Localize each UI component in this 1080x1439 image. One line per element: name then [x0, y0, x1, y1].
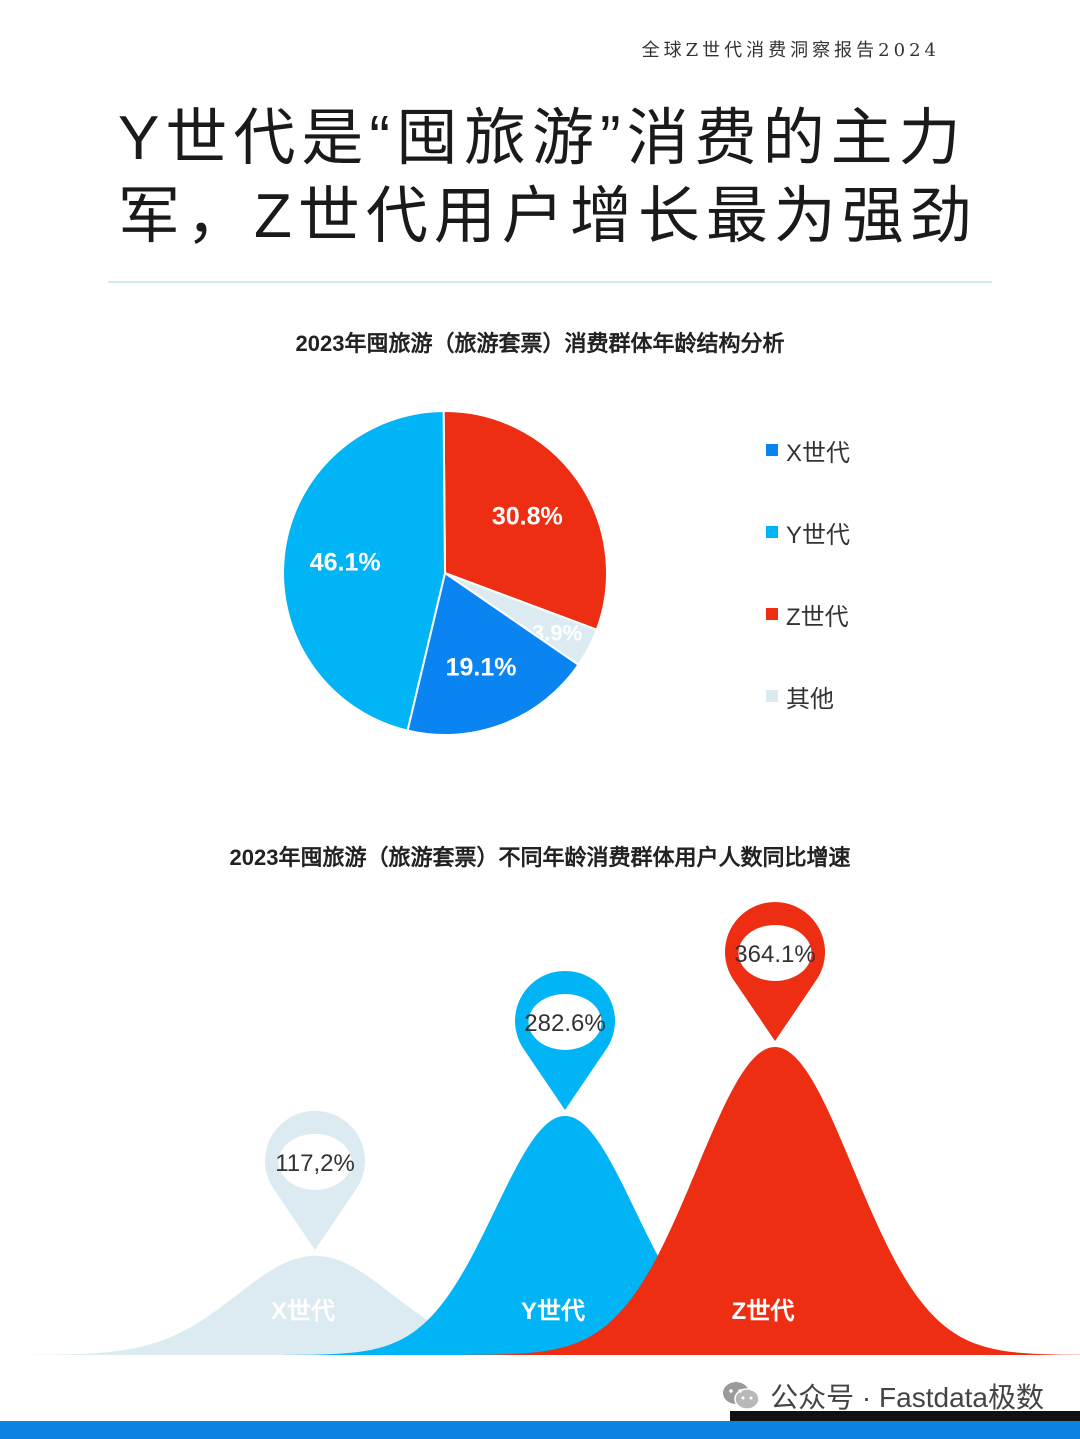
wechat-icon [723, 1382, 760, 1410]
headline: Y世代是“囤旅游”消费的主力 军，Z世代用户增长最为强劲 [118, 100, 1018, 256]
pin-marker-z-gen: 364.1% [725, 902, 825, 1041]
pin-marker-y-gen: 282.6% [515, 970, 615, 1110]
legend-item-z-gen: Z世代 [766, 594, 850, 634]
pie-label-y-gen: 46.1% [310, 549, 381, 577]
value-label-y-gen: 282.6% [524, 1010, 605, 1037]
legend-swatch-y-gen [766, 526, 778, 538]
report-tag: 全球Z世代消费洞察报告2024 [641, 40, 940, 61]
headline-line-2: 军，Z世代用户增长最为强劲 [118, 182, 978, 251]
growth-chart: 117,2% X世代 282.6% Y世代 364.1% Z世代 [3, 902, 1080, 1355]
category-label-z-gen: Z世代 [732, 1298, 795, 1325]
bell-y-gen [285, 1116, 845, 1355]
pie-slice-x-gen [406, 571, 580, 736]
pie-chart-title: 2023年囤旅游（旅游套票）消费群体年龄结构分析 [295, 331, 785, 356]
value-label-z-gen: 364.1% [734, 941, 815, 968]
pie-label-z-gen: 30.8% [492, 502, 563, 530]
legend-swatch-other [766, 690, 778, 702]
legend-swatch-x-gen [766, 444, 778, 456]
pin-marker-x-gen: 117,2% [265, 1110, 366, 1250]
legend-label-other: 其他 [786, 685, 834, 713]
pie-slice-z-gen [442, 410, 608, 631]
growth-series-x-gen: 117,2% X世代 [3, 1110, 627, 1355]
legend-label-y-gen: Y世代 [786, 521, 851, 549]
bell-x-gen [3, 1255, 627, 1355]
watermark: 公众号 · Fastdata极数 [722, 1376, 1044, 1416]
legend-item-x-gen: X世代 [766, 430, 850, 470]
bell-z-gen [463, 1047, 1080, 1355]
legend-item-y-gen: Y世代 [766, 512, 850, 552]
pie-legend: X世代 Y世代 Z世代 其他 [766, 430, 850, 758]
watermark-text: 公众号 · Fastdata极数 [770, 1382, 1044, 1413]
divider [108, 281, 992, 283]
legend-label-z-gen: Z世代 [786, 603, 849, 631]
legend-label-x-gen: X世代 [786, 439, 851, 467]
growth-series-z-gen: 364.1% Z世代 [463, 902, 1080, 1355]
headline-line-1: Y世代是“囤旅游”消费的主力 [118, 104, 967, 173]
pie-slice-y-gen [282, 409, 447, 732]
footer-accent-bar [0, 1421, 1080, 1439]
category-label-y-gen: Y世代 [521, 1298, 585, 1325]
growth-chart-title: 2023年囤旅游（旅游套票）不同年龄消费群体用户人数同比增速 [229, 845, 851, 870]
legend-swatch-z-gen [766, 608, 778, 620]
legend-item-other: 其他 [766, 676, 850, 716]
pie-label-x-gen: 19.1% [446, 654, 517, 682]
growth-series-y-gen: 282.6% Y世代 [285, 970, 845, 1355]
category-label-x-gen: X世代 [271, 1298, 335, 1325]
pie-chart: 30.8%3.9%19.1%46.1% [282, 409, 608, 736]
value-label-x-gen: 117,2% [275, 1150, 355, 1177]
